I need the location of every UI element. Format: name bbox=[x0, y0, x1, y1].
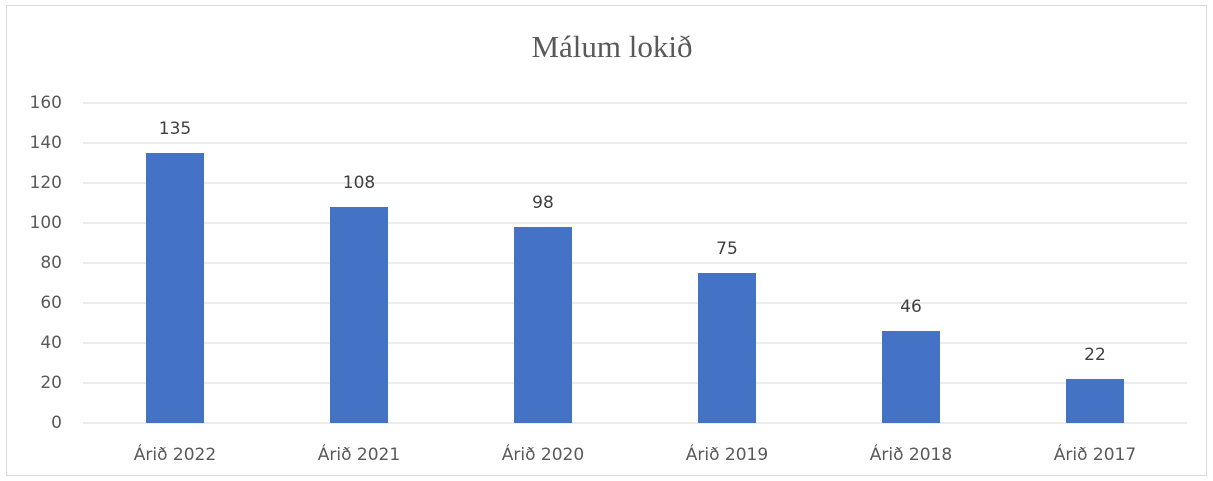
bar bbox=[1066, 379, 1124, 423]
x-tick-label: Árið 2019 bbox=[686, 443, 768, 465]
y-tick-label: 140 bbox=[30, 133, 62, 153]
y-tick-label: 0 bbox=[51, 413, 62, 433]
bar bbox=[514, 227, 572, 423]
y-tick-label: 100 bbox=[30, 213, 62, 233]
data-label: 98 bbox=[532, 193, 554, 213]
data-label: 22 bbox=[1084, 345, 1106, 365]
chart-title: Málum lokið bbox=[531, 29, 692, 64]
y-tick-label: 160 bbox=[30, 93, 62, 113]
bar bbox=[882, 331, 940, 423]
x-tick-label: Árið 2022 bbox=[134, 443, 216, 465]
y-tick-label: 80 bbox=[40, 253, 62, 273]
data-label: 46 bbox=[900, 297, 922, 317]
data-label: 135 bbox=[159, 119, 191, 139]
bar bbox=[146, 153, 204, 423]
x-tick-label: Árið 2021 bbox=[318, 443, 400, 465]
data-label: 75 bbox=[716, 239, 738, 259]
data-label: 108 bbox=[343, 173, 375, 193]
chart-frame bbox=[6, 5, 1207, 476]
y-tick-label: 20 bbox=[40, 373, 62, 393]
y-tick-label: 40 bbox=[40, 333, 62, 353]
bar bbox=[698, 273, 756, 423]
bar bbox=[330, 207, 388, 423]
y-tick-label: 120 bbox=[30, 173, 62, 193]
x-tick-label: Árið 2017 bbox=[1054, 443, 1136, 465]
y-tick-label: 60 bbox=[40, 293, 62, 313]
x-tick-label: Árið 2018 bbox=[870, 443, 952, 465]
x-tick-label: Árið 2020 bbox=[502, 443, 584, 465]
